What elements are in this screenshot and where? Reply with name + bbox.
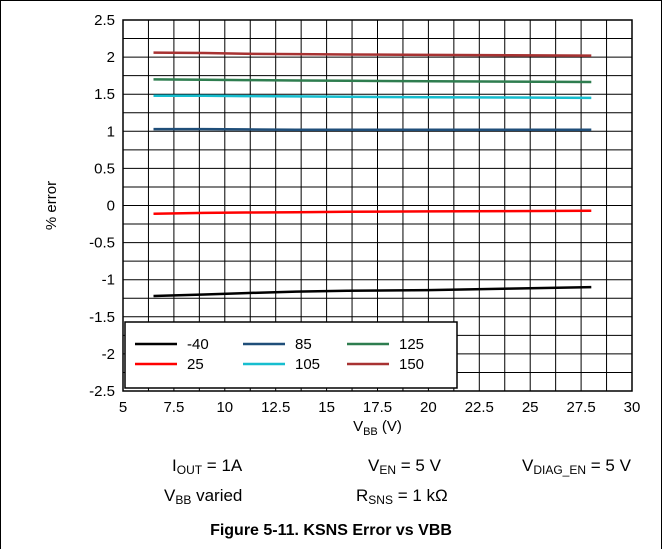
x-tick-label: 27.5 [566,399,595,416]
condition-rsns: RSNS = 1 kΩ [356,486,448,507]
x-tick-label: 30 [624,399,641,416]
series-line-150 [153,51,592,57]
x-tick-label: 10 [216,399,233,416]
y-tick-label: 0.5 [94,160,115,177]
legend-label-105: 105 [295,356,320,373]
y-tick-label: -1 [102,272,115,289]
series-line-85 [153,127,592,132]
legend-label-85: 85 [295,336,312,353]
y-tick-label: -1.5 [89,309,115,326]
figure-caption: Figure 5-11. KSNS Error vs VBB [210,522,452,539]
series-line-105 [153,94,592,100]
y-tick-label: 2.5 [94,12,115,29]
legend-label-125: 125 [399,336,424,353]
y-tick-label: -0.5 [89,235,115,252]
legend-label--40: -40 [187,336,209,353]
y-axis-label: % error [43,181,60,230]
plot-area-border [122,19,633,392]
series-line-125 [153,78,592,84]
x-tick-label: 7.5 [163,399,184,416]
x-tick-label: 20 [420,399,437,416]
x-tick-label: 17.5 [363,399,392,416]
y-tick-label: 0 [107,198,115,215]
x-axis-label: VBB (V) [353,418,402,438]
x-tick-label: 12.5 [261,399,290,416]
x-tick-label: 5 [119,399,127,416]
legend-label-25: 25 [187,356,204,373]
condition-iout: IOUT = 1A [172,456,243,477]
series-line--40 [153,285,592,298]
series-line-25 [153,209,592,215]
y-tick-label: -2 [102,346,115,363]
x-tick-label: 22.5 [465,399,494,416]
x-tick-label: 15 [318,399,335,416]
x-tick-label: 25 [522,399,539,416]
y-tick-label: 1 [107,123,115,140]
y-tick-label: -2.5 [89,383,115,400]
chart: 2.5 2 1.5 1 0.5 0 -0.5 -1 -1.5 -2 -2.55 7.5 10 12.5 15… [43,12,641,438]
condition-vdiag-en: VDIAG_EN = 5 V [522,456,631,477]
condition-ven: VEN = 5 V [368,456,441,477]
legend-label-150: 150 [399,356,424,373]
condition-vbb: VBB varied [164,486,243,507]
legend-box [124,321,458,389]
y-tick-label: 1.5 [94,86,115,103]
y-tick-label: 2 [107,49,115,66]
